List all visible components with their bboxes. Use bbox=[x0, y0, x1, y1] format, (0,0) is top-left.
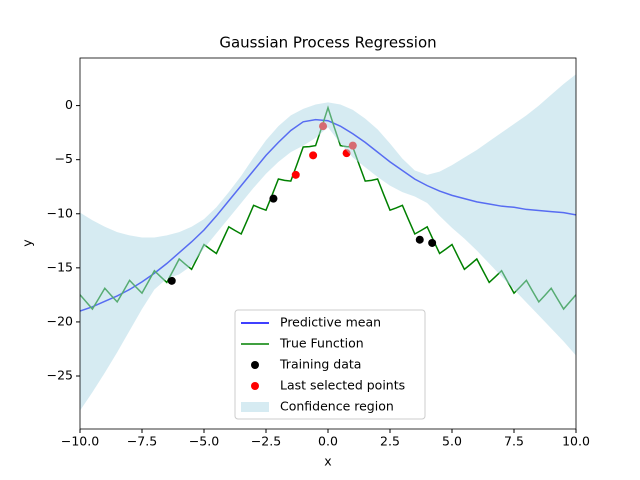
confidence-band bbox=[80, 74, 576, 411]
chart-title: Gaussian Process Regression bbox=[219, 34, 436, 52]
legend-label: Training data bbox=[279, 357, 361, 372]
legend-label: Confidence region bbox=[280, 399, 394, 414]
y-tick-label: −25 bbox=[47, 368, 73, 383]
x-tick-label: 7.5 bbox=[504, 434, 524, 449]
legend: Predictive mean True Function Training dat… bbox=[234, 309, 426, 420]
data-point bbox=[309, 151, 318, 160]
x-tick-label: 10.0 bbox=[562, 434, 590, 449]
legend-label: Last selected points bbox=[280, 378, 405, 393]
y-tick-label: −20 bbox=[47, 313, 73, 328]
x-tick-label: −10.0 bbox=[61, 434, 99, 449]
y-axis-label: y bbox=[20, 239, 35, 247]
data-point bbox=[291, 170, 300, 179]
y-tick-label: −10 bbox=[47, 205, 73, 220]
legend-label: Predictive mean bbox=[280, 315, 381, 330]
y-tick-label: −15 bbox=[47, 259, 73, 274]
x-tick-label: −7.5 bbox=[127, 434, 157, 449]
series-layer bbox=[80, 74, 576, 411]
legend-swatch bbox=[251, 361, 259, 369]
legend-box bbox=[234, 309, 426, 420]
x-tick-label: 5.0 bbox=[442, 434, 462, 449]
data-point bbox=[415, 235, 424, 244]
legend-swatch bbox=[251, 382, 259, 390]
x-tick-label: −5.0 bbox=[189, 434, 219, 449]
x-tick-label: −2.5 bbox=[251, 434, 281, 449]
x-tick-label: 0.0 bbox=[318, 434, 338, 449]
data-point bbox=[167, 276, 176, 285]
x-tick-label: 2.5 bbox=[380, 434, 400, 449]
legend-swatch bbox=[241, 402, 269, 412]
data-point bbox=[269, 194, 278, 203]
y-tick-label: −5 bbox=[55, 151, 73, 166]
y-tick-label: 0 bbox=[65, 97, 73, 112]
legend-label: True Function bbox=[279, 336, 364, 351]
plot-area: −10.0 −7.5 −5.0 −2.5 0.0 2.5 5.0 7.5 10.0 0 −5 −10 −… bbox=[47, 57, 590, 449]
data-point bbox=[428, 238, 437, 247]
x-axis-label: x bbox=[324, 454, 331, 469]
